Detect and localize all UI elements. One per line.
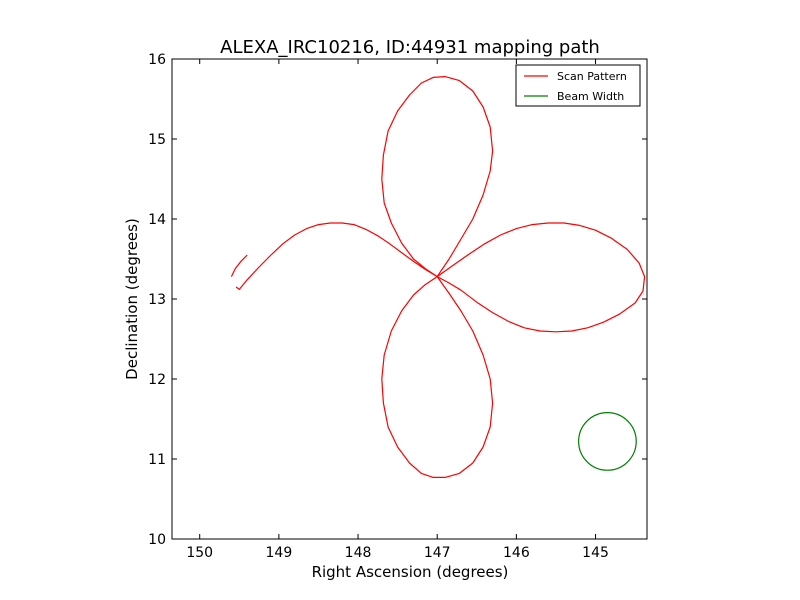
beam-width-circle <box>578 412 637 471</box>
scan-pattern-line-1 <box>230 254 248 277</box>
legend-label: Scan Pattern <box>557 70 627 83</box>
legend: Scan Pattern Beam Width <box>515 64 641 107</box>
scan-pattern-line-0 <box>235 222 646 333</box>
beam-layer <box>578 412 637 471</box>
x-tick-label: 148 <box>345 545 372 561</box>
y-tick-label: 13 <box>148 292 166 308</box>
y-tick-label: 10 <box>148 532 166 548</box>
x-tick-label: 145 <box>582 545 609 561</box>
y-tick-label: 15 <box>148 132 166 148</box>
x-axis-label: Right Ascension (degrees) <box>312 563 509 581</box>
x-tick-label: 149 <box>266 545 293 561</box>
y-tick-label: 14 <box>148 212 166 228</box>
x-tick-label: 147 <box>424 545 451 561</box>
legend-box <box>515 64 641 107</box>
chart-title: ALEXA_IRC10216, ID:44931 mapping path <box>220 37 600 58</box>
x-tick-label: 150 <box>186 545 213 561</box>
y-tick-label: 16 <box>148 52 166 68</box>
series-layer <box>230 75 646 478</box>
x-axis: 150 149 148 147 146 145 <box>186 59 609 561</box>
y-axis-label: Declination (degrees) <box>123 218 141 380</box>
scan-pattern-line-3 <box>381 75 494 278</box>
x-tick-label: 146 <box>503 545 530 561</box>
y-axis: 10 11 12 13 14 15 16 <box>148 52 647 548</box>
y-tick-label: 11 <box>148 452 166 468</box>
y-tick-label: 12 <box>148 372 166 388</box>
scan-pattern-line-2 <box>381 276 494 478</box>
legend-label: Beam Width <box>557 90 624 103</box>
